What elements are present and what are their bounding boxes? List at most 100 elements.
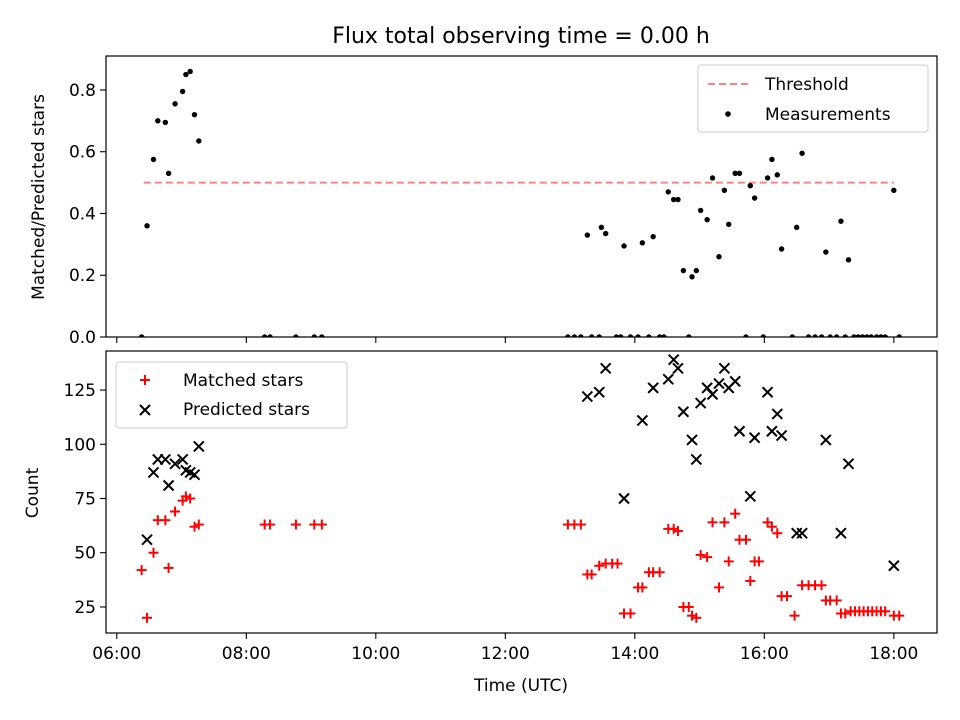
bottom-plot-area: 25 50 75 100 125 06:00 08:00 10:00 12:00 14:00 16:…: [64, 353, 918, 664]
x-tick-label: 10:00: [351, 644, 400, 664]
matched-stars-point: [781, 591, 792, 602]
measurement-point: [293, 334, 299, 337]
measurement-point: [726, 221, 732, 227]
predicted-stars-point: [888, 560, 900, 572]
measurement-point: [613, 334, 620, 337]
measurement-point: [789, 334, 796, 337]
matched-stars-point: [142, 612, 153, 623]
x-tick-label: 06:00: [92, 644, 141, 664]
matched-stars-point: [894, 610, 905, 621]
matched-stars-point: [160, 515, 171, 526]
y-tick-label: 75: [74, 490, 96, 510]
measurement-point: [578, 334, 584, 337]
matched-stars-point: [691, 612, 702, 623]
measurement-point: [868, 334, 874, 337]
predicted-stars-point: [796, 527, 808, 539]
predicted-stars-point: [162, 479, 175, 492]
measurement-point: [751, 195, 758, 201]
top-panel: Matched/Predicted stars 0.00.20.40.60.8 …: [29, 55, 938, 348]
matched-stars-point: [148, 547, 159, 558]
bottom-ylabel: Count: [23, 467, 43, 518]
measurement-point: [191, 111, 198, 118]
matched-stars-point: [136, 565, 147, 576]
predicted-stars-point: [686, 434, 698, 446]
measurement-point: [697, 207, 704, 214]
measurements-legend-label: Measurements: [765, 105, 891, 125]
measurement-point: [686, 334, 692, 337]
measurement-point: [812, 334, 818, 337]
matched-stars-point: [612, 558, 623, 569]
measurement-point: [179, 88, 186, 95]
predicted-stars-point: [593, 386, 605, 398]
y-tick-label: 125: [64, 381, 96, 401]
y-tick-label: 100: [64, 435, 96, 455]
measurement-point: [565, 334, 571, 337]
predicted-legend-label: Predicted stars: [183, 400, 310, 420]
x-axis-label: Time (UTC): [473, 676, 568, 696]
predicted-stars-point: [775, 429, 788, 442]
measurement-point: [150, 156, 157, 163]
matched-stars-point: [290, 519, 301, 530]
matched-stars-point: [707, 517, 718, 528]
predicted-stars-point: [820, 434, 832, 446]
y-tick-label: 50: [74, 544, 96, 564]
x-tick-label: 12:00: [481, 644, 530, 664]
matched-stars-point: [745, 575, 756, 586]
predicted-stars-point: [729, 375, 741, 388]
predicted-legend-marker: [139, 404, 151, 416]
predicted-stars-point: [147, 466, 160, 479]
measurement-point: [818, 334, 825, 337]
predicted-stars-point: [662, 373, 674, 385]
predicted-stars-point: [667, 353, 680, 366]
measurement-point: [838, 218, 844, 224]
predicted-stars-point: [672, 362, 684, 375]
measurement-point: [665, 189, 671, 195]
measurement-point: [855, 334, 861, 337]
measurement-point: [598, 224, 605, 231]
measurement-point: [704, 216, 710, 223]
measurement-point: [596, 334, 602, 337]
measurement-point: [864, 334, 870, 337]
matched-stars-point: [719, 517, 730, 528]
measurement-point: [571, 334, 578, 337]
measurement-point: [138, 334, 145, 337]
y-tick-label: 0.8: [69, 81, 96, 101]
measurement-point: [736, 170, 743, 177]
top-legend-box: [697, 64, 929, 133]
matched-stars-point: [575, 519, 586, 530]
measurement-point: [319, 334, 325, 337]
predicted-stars-point: [718, 362, 731, 375]
predicted-stars-point: [744, 490, 757, 503]
predicted-stars-point: [141, 534, 153, 546]
predicted-stars-point: [188, 468, 201, 481]
y-tick-label: 0.0: [69, 328, 96, 348]
predicted-stars-point: [176, 453, 189, 466]
measurement-point: [196, 138, 202, 144]
predicted-stars-point: [713, 377, 725, 390]
measurement-point: [845, 257, 852, 263]
measurement-point: [891, 187, 897, 194]
predicted-stars-point: [599, 362, 612, 375]
matched-stars-point: [683, 601, 694, 612]
matched-stars-point: [594, 560, 605, 571]
measurement-point: [747, 182, 753, 189]
measurement-point: [833, 334, 840, 337]
matched-stars-point: [193, 519, 204, 530]
predicted-stars-point: [618, 492, 630, 505]
measurement-point: [778, 246, 785, 252]
measurement-point: [267, 334, 273, 337]
top-plot-area: 0.0 0.2 0.4 0.6 0.8: [69, 68, 902, 348]
measurement-point: [639, 240, 646, 246]
matched-stars-point: [586, 569, 597, 580]
measurement-point: [760, 334, 766, 337]
measurement-point: [656, 334, 663, 337]
measurement-point: [588, 334, 595, 337]
x-tick-label: 14:00: [610, 644, 659, 664]
predicted-stars-point: [677, 406, 690, 418]
matched-stars-point: [672, 526, 683, 537]
y-tick-label: 0.4: [69, 204, 96, 224]
bottom-axes-frame: [105, 350, 938, 634]
measurement-point: [774, 172, 780, 178]
measurement-point: [584, 232, 591, 238]
measurement-point: [621, 243, 627, 249]
